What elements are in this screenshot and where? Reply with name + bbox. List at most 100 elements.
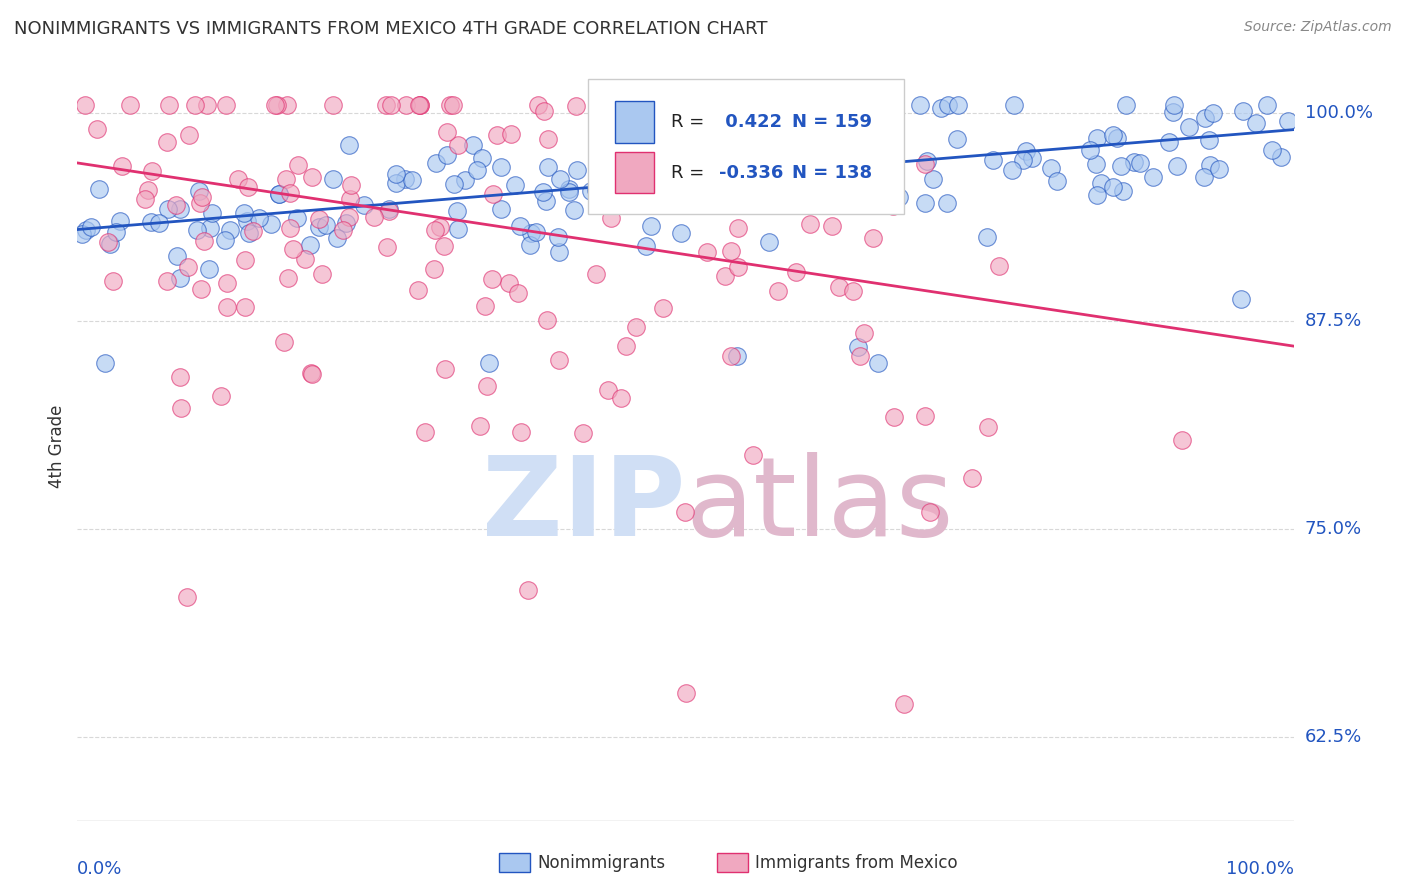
- Point: [835, 157, 858, 171]
- Point: [315, 218, 337, 232]
- Point: [498, 277, 520, 291]
- Point: [1129, 156, 1152, 170]
- Point: [111, 159, 134, 173]
- Point: [1102, 128, 1125, 142]
- Point: [662, 169, 685, 183]
- Point: [1166, 160, 1188, 174]
- Point: [281, 242, 304, 256]
- Point: [914, 409, 936, 424]
- Point: [976, 229, 998, 244]
- Point: [75, 223, 97, 237]
- Point: [600, 211, 623, 225]
- Point: [217, 276, 239, 290]
- Point: [571, 425, 593, 440]
- Point: [727, 221, 749, 235]
- Point: [277, 270, 299, 285]
- Point: [848, 170, 870, 185]
- Point: [273, 334, 295, 349]
- Point: [806, 177, 828, 191]
- Point: [1256, 97, 1278, 112]
- Point: [855, 116, 877, 130]
- Point: [311, 267, 333, 281]
- Point: [557, 186, 579, 200]
- Point: [322, 97, 344, 112]
- Point: [242, 225, 264, 239]
- Point: [690, 126, 713, 140]
- Point: [1277, 114, 1299, 128]
- Point: [1270, 150, 1292, 164]
- Point: [727, 169, 749, 183]
- Point: [537, 132, 560, 146]
- Point: [581, 184, 603, 198]
- Point: [564, 99, 586, 113]
- Point: [1261, 143, 1284, 157]
- Point: [1012, 153, 1035, 167]
- Point: [506, 285, 529, 300]
- FancyBboxPatch shape: [614, 152, 654, 193]
- Point: [634, 239, 657, 253]
- Point: [263, 97, 285, 112]
- Point: [846, 340, 869, 354]
- Point: [875, 173, 897, 187]
- Point: [446, 137, 468, 152]
- Point: [673, 505, 696, 519]
- Point: [267, 187, 290, 202]
- Point: [363, 210, 385, 224]
- Point: [654, 165, 676, 179]
- Point: [1159, 135, 1181, 149]
- Point: [439, 97, 461, 112]
- Point: [519, 238, 541, 252]
- Point: [190, 282, 212, 296]
- Point: [198, 220, 221, 235]
- Point: [596, 384, 619, 398]
- Text: 100.0%: 100.0%: [1226, 860, 1294, 878]
- Point: [1085, 188, 1108, 202]
- Point: [862, 231, 884, 245]
- Point: [489, 202, 512, 216]
- Point: [266, 97, 288, 112]
- Point: [821, 219, 844, 233]
- Point: [914, 157, 936, 171]
- Point: [945, 132, 967, 146]
- Text: 0.0%: 0.0%: [77, 860, 122, 878]
- Point: [524, 225, 547, 239]
- Point: [931, 101, 953, 115]
- Point: [734, 99, 756, 113]
- Point: [486, 128, 509, 142]
- Point: [619, 143, 641, 157]
- Point: [139, 215, 162, 229]
- Point: [1084, 157, 1107, 171]
- Point: [1171, 433, 1194, 447]
- Point: [868, 147, 890, 161]
- Point: [101, 274, 124, 288]
- Point: [287, 158, 309, 172]
- Point: [1085, 131, 1108, 145]
- Point: [169, 202, 191, 217]
- Point: [651, 301, 673, 315]
- Point: [815, 184, 838, 198]
- Point: [887, 190, 910, 204]
- Point: [326, 231, 349, 245]
- Point: [599, 144, 621, 158]
- Point: [866, 356, 889, 370]
- Point: [274, 171, 297, 186]
- Point: [533, 104, 555, 119]
- Point: [527, 97, 550, 112]
- Point: [475, 378, 498, 392]
- Point: [425, 155, 447, 169]
- Point: [134, 192, 156, 206]
- Point: [165, 198, 187, 212]
- Point: [503, 178, 526, 193]
- Point: [603, 189, 626, 203]
- Point: [170, 401, 193, 415]
- Point: [766, 285, 789, 299]
- Point: [1001, 163, 1024, 178]
- Point: [193, 234, 215, 248]
- Point: [269, 186, 291, 201]
- Point: [936, 196, 959, 211]
- Point: [628, 145, 651, 160]
- Point: [520, 226, 543, 240]
- Point: [247, 211, 270, 226]
- Point: [156, 135, 179, 149]
- Point: [409, 97, 432, 112]
